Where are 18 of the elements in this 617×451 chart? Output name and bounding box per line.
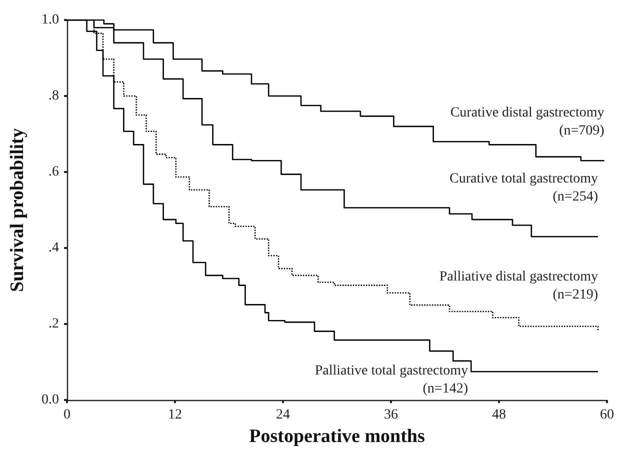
y-tick-label: .4 bbox=[48, 240, 59, 256]
x-tick-label: 12 bbox=[168, 408, 182, 423]
x-tick-label: 48 bbox=[492, 408, 506, 423]
y-tick-label: 0.0 bbox=[42, 392, 59, 408]
y-tick-label: 1.0 bbox=[42, 12, 59, 28]
y-tick-label: .8 bbox=[48, 88, 59, 104]
x-tick-label: 0 bbox=[64, 408, 70, 423]
x-tick-label: 24 bbox=[276, 408, 290, 423]
series-label: Curative total gastrectomy (n=254) bbox=[449, 172, 598, 204]
x-tick-label: 60 bbox=[600, 408, 614, 423]
y-tick-label: .2 bbox=[48, 316, 59, 332]
y-axis-title: Survival probability bbox=[7, 128, 28, 292]
series-label: Curative distal gastrectomy (n=709) bbox=[450, 106, 605, 138]
y-tick-label: .6 bbox=[48, 164, 59, 180]
x-axis-title: Postoperative months bbox=[249, 426, 425, 447]
series-label: Palliative total gastrectomy (n=142) bbox=[314, 364, 468, 396]
series-label: Palliative distal gastrectomy (n=219) bbox=[439, 270, 598, 302]
x-tick-label: 36 bbox=[384, 408, 398, 423]
